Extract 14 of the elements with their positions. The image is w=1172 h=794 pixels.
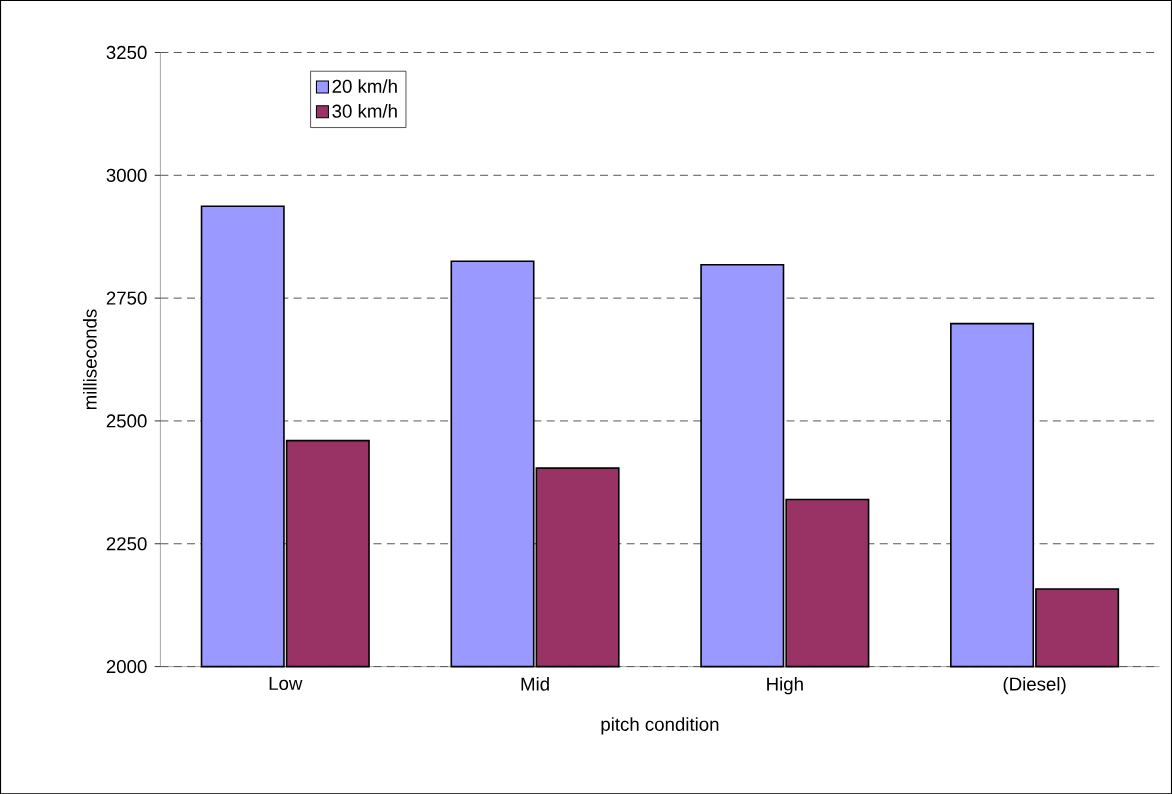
y-tick-label: 2500: [106, 414, 147, 428]
legend-label: 20 km/h: [332, 79, 397, 93]
y-tick-label: 3000: [106, 168, 147, 182]
x-tick-label: Low: [269, 676, 303, 690]
x-tick-label: High: [767, 676, 803, 695]
legend-label: 30 km/h: [332, 103, 397, 118]
y-tick-label: 2250: [106, 536, 147, 551]
y-tick-label: 3250: [106, 45, 147, 59]
y-tick-label: 2750: [106, 291, 147, 305]
x-tick-label: Mid: [521, 676, 549, 691]
y-axis-title: milliseconds: [83, 309, 97, 409]
y-tick-label: 2000: [106, 659, 147, 674]
x-axis-title: pitch condition: [601, 717, 719, 735]
x-tick-label: (Diesel): [1003, 676, 1066, 695]
